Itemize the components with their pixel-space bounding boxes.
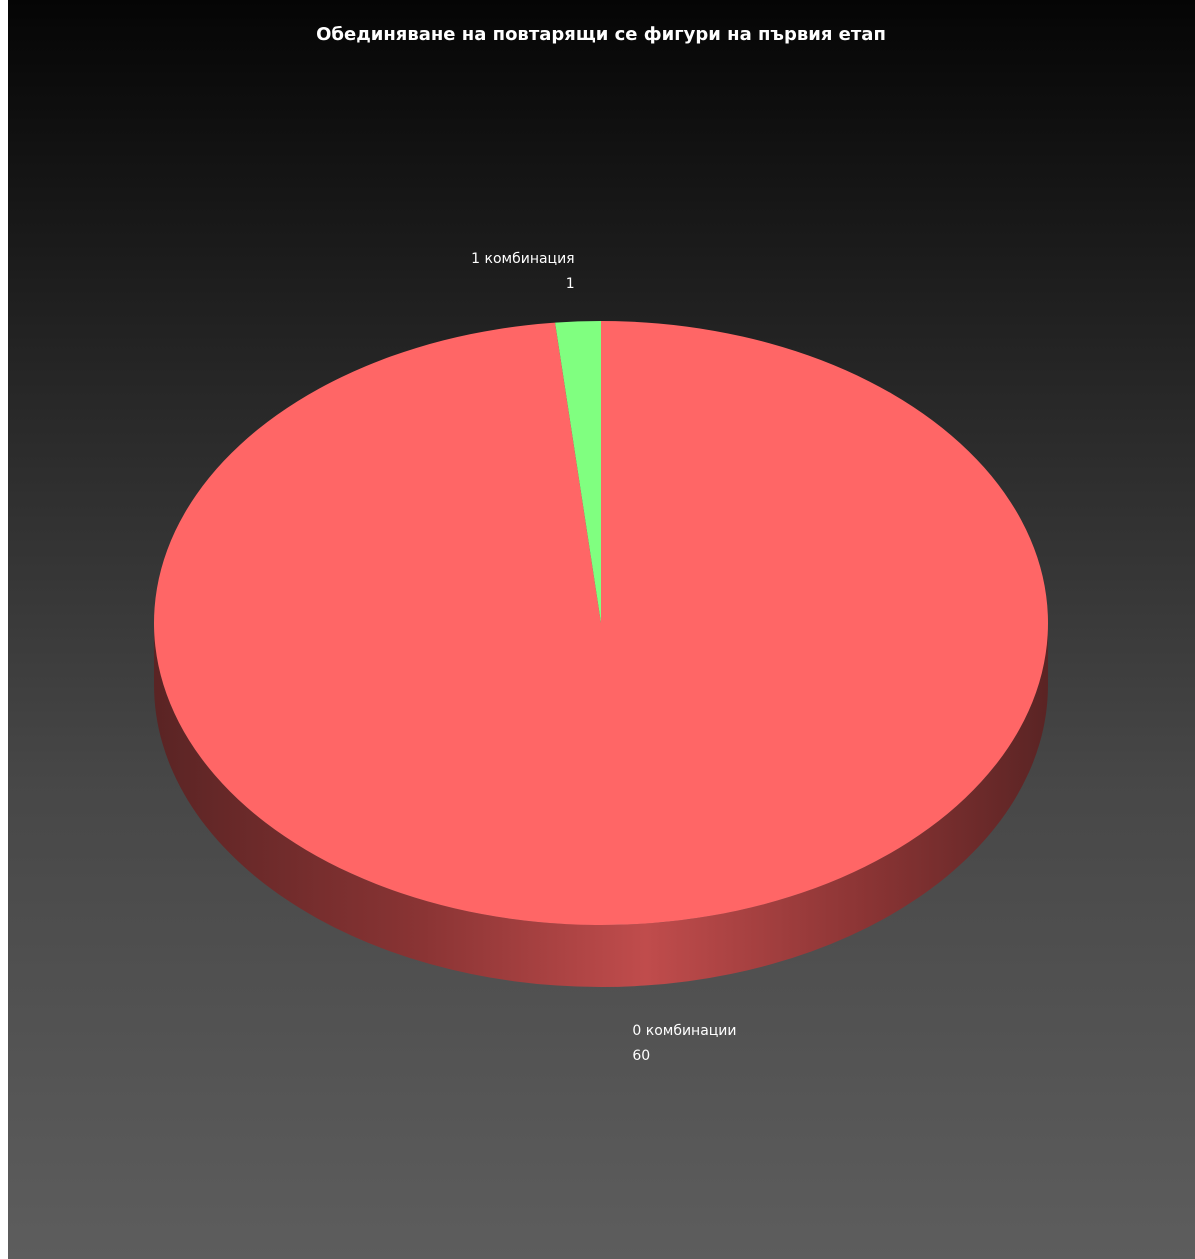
chart-frame: Обединяване на повтарящи се фигури на пъ… xyxy=(8,0,1195,1259)
pie-side-0-комбинации xyxy=(154,623,1048,987)
pie-chart: Обединяване на повтарящи се фигури на пъ… xyxy=(154,24,1049,1064)
slice-label-1-комбинация: 1 комбинация xyxy=(471,251,574,267)
pie-slice-1-комбинация xyxy=(555,321,601,623)
pie-labels: 0 комбинации 60 1 комбинация 1 xyxy=(471,251,736,1064)
slice-value-1-комбинация: 1 xyxy=(566,276,575,292)
pie-sides xyxy=(154,623,1048,987)
slice-value-0-комбинации: 60 xyxy=(632,1048,650,1064)
pie-slices xyxy=(154,321,1049,925)
pie-slice-0-комбинации xyxy=(154,321,1049,925)
chart-title: Обединяване на повтарящи се фигури на пъ… xyxy=(316,24,886,45)
slice-label-0-комбинации: 0 комбинации xyxy=(632,1023,736,1039)
